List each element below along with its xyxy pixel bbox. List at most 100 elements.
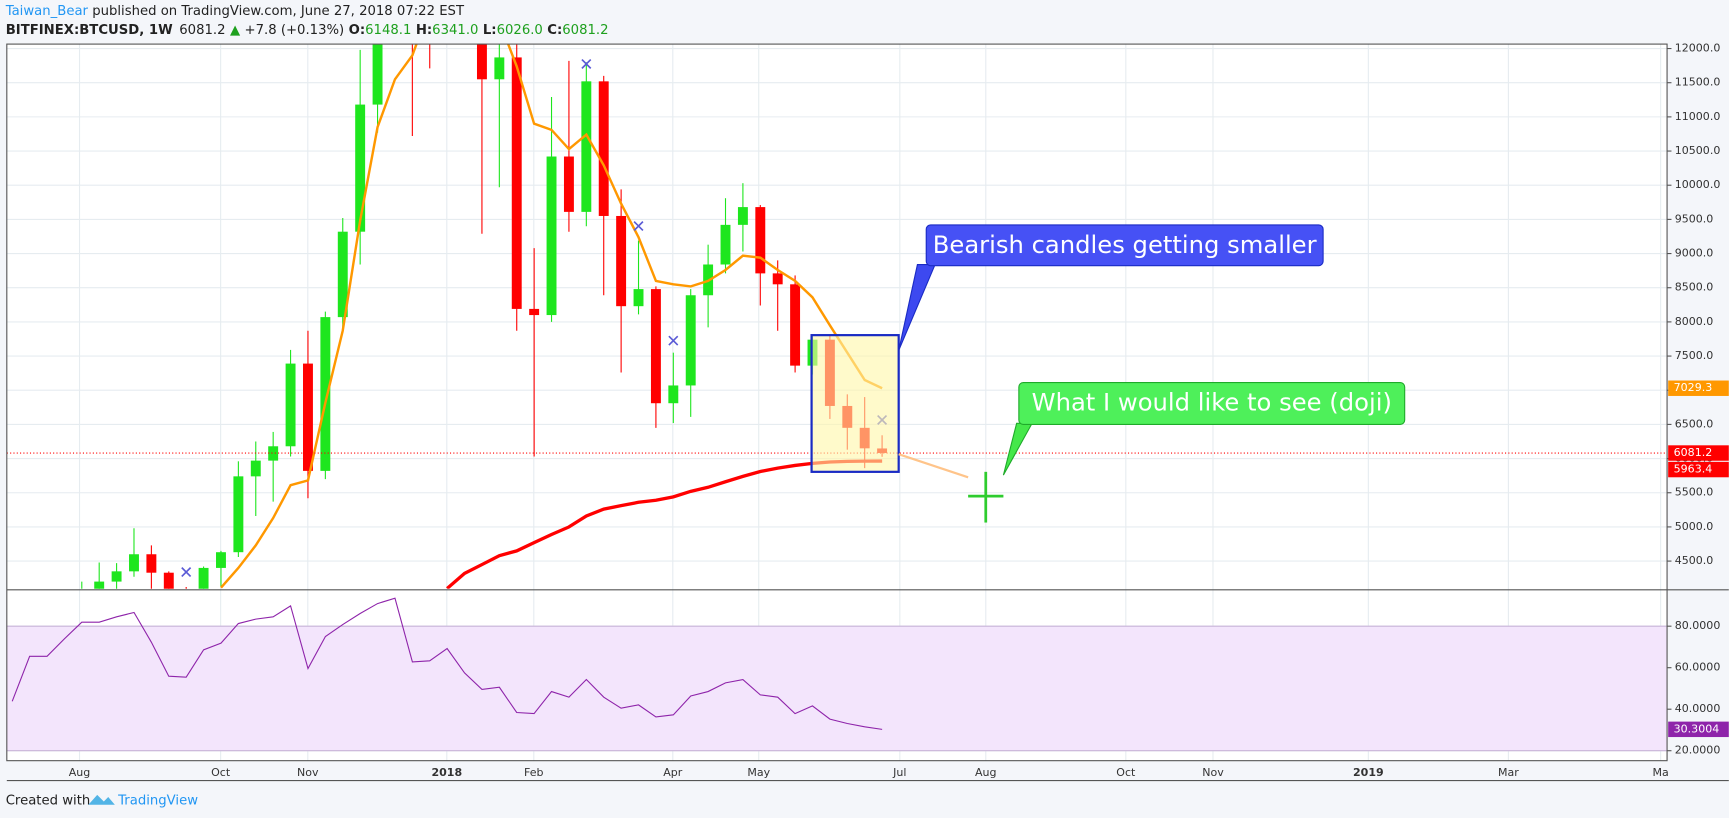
- price-tag-label: 6081.2: [1674, 446, 1713, 459]
- candle-body: [146, 554, 157, 573]
- y-tick-label: 9500.0: [1675, 212, 1714, 225]
- candle-body: [720, 224, 731, 265]
- candle-body: [494, 57, 505, 80]
- callout-text: What I would like to see (doji): [1032, 387, 1392, 416]
- candle-body: [529, 308, 540, 316]
- callout-box: [925, 224, 1324, 267]
- ohlc-label: L:: [483, 23, 497, 38]
- x-tick-label: Oct: [211, 766, 231, 779]
- callout-box: [1018, 381, 1406, 425]
- fractal-marker: [633, 221, 644, 232]
- x-tick-label: Nov: [1202, 766, 1224, 779]
- candle-body: [337, 231, 348, 318]
- candle-body: [250, 460, 261, 477]
- candle-body: [355, 104, 366, 232]
- moving-average: [446, 459, 883, 589]
- candle-body: [285, 363, 296, 447]
- y-tick-label: 10000.0: [1675, 178, 1721, 191]
- candle-body: [581, 81, 592, 212]
- x-tick-label: Jul: [892, 766, 906, 779]
- ohlc-value: 6081.2: [562, 23, 608, 38]
- candle-body: [563, 156, 574, 212]
- candle-body: [546, 156, 557, 316]
- y-tick-label: 60.0000: [1675, 661, 1721, 674]
- fractal-marker: [181, 567, 192, 578]
- moving-average: [220, 44, 883, 589]
- y-tick-label: 7500.0: [1675, 349, 1714, 362]
- candle-body: [737, 207, 748, 225]
- x-tick-label: May: [747, 766, 770, 779]
- rsi-band: [6, 626, 1668, 751]
- price-tag-label: 7029.3: [1674, 381, 1713, 394]
- fractal-marker: [668, 335, 679, 346]
- fractal-marker: [581, 58, 592, 69]
- price-tag: [1668, 445, 1729, 461]
- y-tick-label: 11500.0: [1675, 76, 1721, 89]
- y-tick-label: 8000.0: [1675, 315, 1714, 328]
- ohlc-value: 6148.1: [365, 23, 411, 38]
- author[interactable]: Taiwan_Bear: [5, 4, 89, 19]
- callout-tail: [898, 264, 936, 351]
- change: +7.8 (+0.13%): [245, 23, 345, 38]
- projection-line: [898, 453, 969, 479]
- candle-body: [216, 552, 226, 568]
- footer-text: Created with: [6, 793, 91, 808]
- x-tick-label: 2018: [431, 766, 462, 779]
- candle-body: [163, 572, 174, 589]
- candle-body: [268, 446, 279, 461]
- candle-body: [790, 284, 801, 366]
- rsi-line: [11, 597, 883, 730]
- ohlc-label: C:: [547, 23, 562, 38]
- price-tag-label: 30.3004: [1674, 722, 1720, 735]
- price-tag: [1668, 380, 1729, 396]
- x-tick-label: 2019: [1353, 766, 1384, 779]
- y-tick-label: 10500.0: [1675, 144, 1721, 157]
- y-tick-label: 6500.0: [1675, 417, 1714, 430]
- candle-body: [233, 476, 244, 553]
- y-tick-label: 80.0000: [1675, 619, 1721, 632]
- ohlc-label: O:: [349, 23, 366, 38]
- x-tick-label: Aug: [975, 766, 997, 779]
- candle-body: [598, 81, 609, 216]
- symbol: BITFINEX:BTCUSD, 1W: [6, 23, 173, 38]
- y-tick-label: 5500.0: [1675, 486, 1714, 499]
- y-tick-label: 4500.0: [1675, 554, 1714, 567]
- ohlc-value: 6341.0: [432, 23, 478, 38]
- x-tick-label: Mar: [1498, 766, 1519, 779]
- candle-body: [198, 567, 209, 589]
- price-tag-label: 5963.4: [1674, 463, 1713, 476]
- y-tick-label: 8500.0: [1675, 281, 1714, 294]
- candle-body: [476, 44, 487, 80]
- y-tick-label: 40.0000: [1675, 702, 1721, 715]
- candle-body: [511, 57, 522, 309]
- candle-body: [668, 385, 679, 404]
- candle-body: [616, 215, 627, 307]
- candle-body: [633, 289, 644, 307]
- candle-body: [303, 363, 313, 471]
- x-tick-label: Aug: [69, 766, 91, 779]
- x-tick-label: Oct: [1116, 766, 1136, 779]
- last-price: 6081.2: [179, 23, 225, 38]
- x-tick-label: Nov: [297, 766, 319, 779]
- ohlc-value: 6026.0: [497, 23, 543, 38]
- candle-body: [129, 554, 139, 572]
- y-tick-label: 11000.0: [1675, 110, 1721, 123]
- footer-brand[interactable]: TradingView: [117, 793, 198, 808]
- candle-body: [372, 44, 383, 105]
- frame: [6, 43, 1668, 762]
- y-tick-label: 20.0000: [1675, 744, 1721, 757]
- header-line: Taiwan_Bear published on TradingView.com…: [5, 4, 465, 19]
- candle-body: [94, 581, 105, 589]
- x-tick-label: Apr: [663, 766, 683, 779]
- callout-text: Bearish candles getting smaller: [933, 230, 1317, 259]
- y-tick-label: 9000.0: [1675, 247, 1714, 260]
- arrow: ▲: [230, 23, 241, 38]
- highlight-box: [810, 334, 900, 473]
- ohlc-label: H:: [416, 23, 432, 38]
- candle-body: [685, 295, 696, 386]
- candle-body: [772, 273, 783, 285]
- symbol-line: BITFINEX:BTCUSD, 1W 6081.2 ▲ +7.8 (+0.13%) O…: [6, 23, 609, 38]
- y-tick-label: 12000.0: [1675, 42, 1721, 55]
